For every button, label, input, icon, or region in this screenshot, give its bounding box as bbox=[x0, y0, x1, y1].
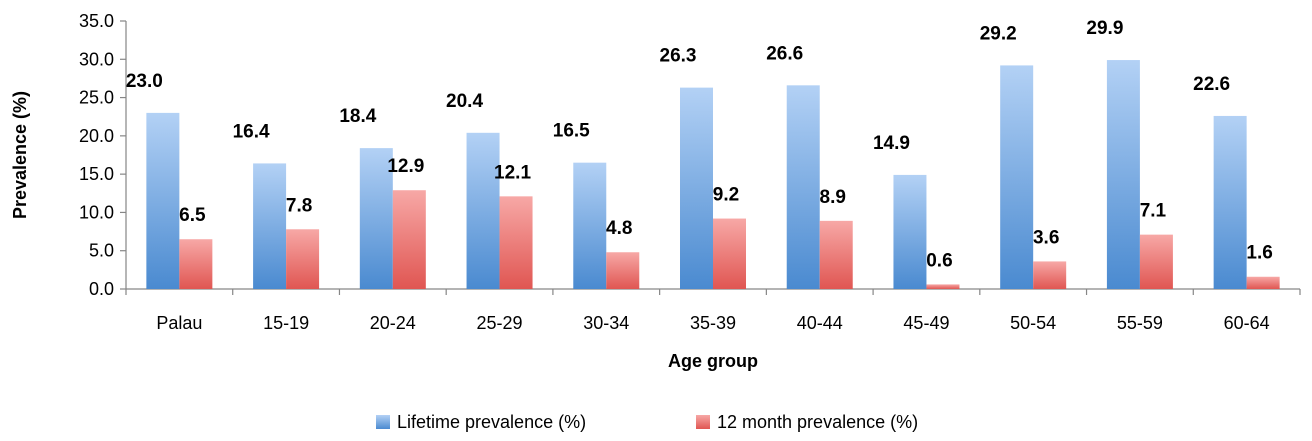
bar-lifetime bbox=[573, 162, 607, 289]
data-label-lifetime: 16.5 bbox=[553, 121, 590, 142]
data-label-lifetime: 29.2 bbox=[980, 23, 1017, 44]
bar-12-month bbox=[606, 252, 640, 289]
bar-12-month bbox=[179, 239, 213, 289]
x-tick-label: 60-64 bbox=[1224, 313, 1270, 333]
data-label-lifetime: 14.9 bbox=[873, 133, 910, 154]
bar-lifetime bbox=[786, 85, 820, 289]
bar-lifetime bbox=[253, 163, 287, 289]
data-label-12-month: 3.6 bbox=[1033, 227, 1059, 248]
data-labels: 23.0 16.4 18.4 20.4 16.5 26.3 26.6 14.9 29.2 29.9… bbox=[126, 18, 1273, 271]
bar-lifetime bbox=[1106, 60, 1140, 290]
bar-lifetime bbox=[680, 87, 713, 289]
x-axis: Palau 15-19 20-24 25-29 30-34 35-39 40-44 45-49… bbox=[125, 288, 1301, 333]
bar-lifetime bbox=[1000, 65, 1034, 289]
x-tick-label: 45-49 bbox=[903, 313, 949, 333]
data-label-lifetime: 26.6 bbox=[766, 43, 803, 64]
x-tick-label: 40-44 bbox=[797, 313, 843, 333]
bar-lifetime bbox=[466, 132, 500, 289]
y-tick-label: 30.0 bbox=[79, 49, 114, 69]
y-tick-label: 15.0 bbox=[79, 164, 114, 184]
y-tick-label: 0.0 bbox=[89, 279, 114, 299]
data-label-lifetime: 22.6 bbox=[1193, 74, 1230, 95]
bar-12-month bbox=[392, 190, 426, 289]
data-label-12-month: 12.9 bbox=[387, 156, 424, 177]
bar-lifetime bbox=[146, 112, 180, 289]
data-label-12-month: 8.9 bbox=[820, 187, 846, 208]
bars bbox=[146, 60, 1280, 290]
data-label-lifetime: 18.4 bbox=[339, 106, 376, 127]
bar-12-month bbox=[926, 284, 960, 289]
data-label-lifetime: 16.4 bbox=[233, 121, 270, 142]
x-tick-label: Palau bbox=[156, 313, 202, 333]
bar-12-month bbox=[1033, 261, 1067, 289]
data-label-12-month: 12.1 bbox=[494, 162, 531, 183]
bar-12-month bbox=[499, 196, 533, 289]
bar-lifetime bbox=[1213, 115, 1247, 289]
x-tick-label: 30-34 bbox=[583, 313, 629, 333]
x-tick-label: 15-19 bbox=[263, 313, 309, 333]
y-tick-label: 35.0 bbox=[79, 11, 114, 31]
legend-label-lifetime: Lifetime prevalence (%) bbox=[397, 412, 586, 432]
x-tick-label: 50-54 bbox=[1010, 313, 1056, 333]
y-tick-label: 20.0 bbox=[79, 126, 114, 146]
data-label-12-month: 7.1 bbox=[1140, 201, 1167, 222]
bar-12-month bbox=[713, 218, 746, 289]
data-label-12-month: 7.8 bbox=[286, 195, 312, 216]
data-label-lifetime: 23.0 bbox=[126, 71, 163, 92]
y-axis: 0.0 5.0 10.0 15.0 20.0 25.0 30.0 35.0 bbox=[79, 11, 127, 299]
bar-12-month bbox=[1246, 276, 1280, 289]
bar-lifetime bbox=[359, 148, 393, 289]
x-tick-label: 25-29 bbox=[477, 313, 523, 333]
data-label-lifetime: 29.9 bbox=[1086, 18, 1123, 39]
data-label-12-month: 6.5 bbox=[179, 205, 206, 226]
legend-label-12-month: 12 month prevalence (%) bbox=[717, 412, 918, 432]
y-axis-title: Prevalence (%) bbox=[10, 91, 30, 219]
y-tick-label: 5.0 bbox=[89, 241, 114, 261]
x-axis-title: Age group bbox=[668, 351, 758, 371]
data-label-12-month: 4.8 bbox=[606, 218, 632, 239]
bar-12-month bbox=[1139, 234, 1173, 289]
x-tick-label: 55-59 bbox=[1117, 313, 1163, 333]
y-tick-label: 25.0 bbox=[79, 88, 114, 108]
bar-12-month bbox=[819, 220, 853, 289]
x-tick-label: 20-24 bbox=[370, 313, 416, 333]
data-label-12-month: 1.6 bbox=[1246, 243, 1272, 264]
y-tick-label: 10.0 bbox=[79, 202, 114, 222]
data-label-12-month: 9.2 bbox=[713, 185, 739, 206]
bar-12-month bbox=[286, 229, 320, 289]
data-label-lifetime: 26.3 bbox=[660, 46, 697, 67]
legend-swatch-12-month bbox=[696, 415, 710, 429]
x-tick-label: 35-39 bbox=[690, 313, 736, 333]
bar-lifetime bbox=[893, 174, 927, 289]
legend-swatch-lifetime bbox=[376, 415, 390, 429]
data-label-12-month: 0.6 bbox=[926, 250, 952, 271]
legend: Lifetime prevalence (%) 12 month prevalen… bbox=[376, 412, 918, 432]
data-label-lifetime: 20.4 bbox=[446, 91, 483, 112]
